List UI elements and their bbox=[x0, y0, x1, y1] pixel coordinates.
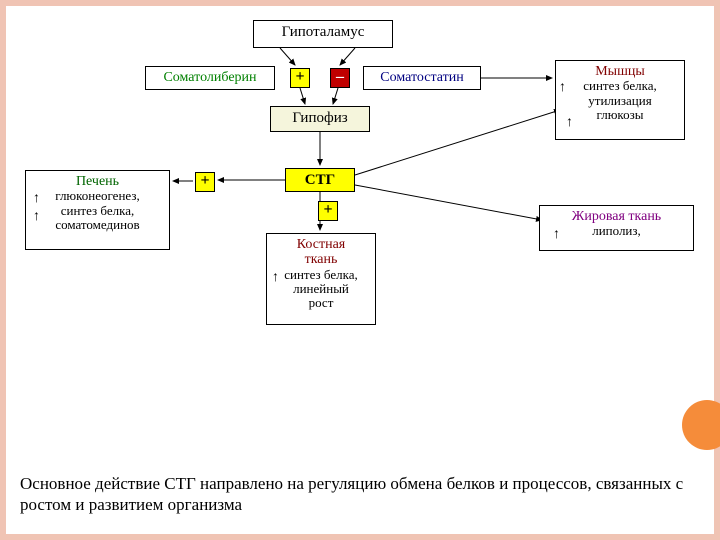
bone-line2: линейный bbox=[272, 282, 370, 296]
fat-title: Жировая ткань bbox=[545, 209, 688, 224]
liver-line3: соматомединов bbox=[31, 218, 164, 232]
stg-label: СТГ bbox=[305, 172, 335, 188]
muscles-line3: глюкозы bbox=[561, 108, 679, 122]
caption-pre: Основное действие bbox=[20, 474, 164, 493]
bone-title2: ткань bbox=[305, 252, 338, 267]
caption-text: Основное действие СТГ направлено на регу… bbox=[20, 473, 700, 516]
pituitary-label: Гипофиз bbox=[292, 110, 347, 126]
liver-title: Печень bbox=[31, 174, 164, 189]
minus-somatostatin: – bbox=[330, 68, 350, 88]
liver-line1: глюконеогенез, bbox=[31, 189, 164, 203]
somatoliberin-label: Соматолиберин bbox=[163, 70, 256, 85]
bone-box: Костная ткань синтез белка, линейный рос… bbox=[266, 233, 376, 325]
muscles-line1: синтез белка, bbox=[561, 79, 679, 93]
muscles-box: Мышцы синтез белка, утилизация глюкозы bbox=[555, 60, 685, 140]
caption-stg: СТГ bbox=[164, 474, 196, 493]
bone-line3: рост bbox=[272, 296, 370, 310]
liver-line2: синтез белка, bbox=[31, 204, 164, 218]
plus-somatoliberin: + bbox=[290, 68, 310, 88]
liver-box: Печень глюконеогенез, синтез белка, сома… bbox=[25, 170, 170, 250]
hypothalamus-box: Гипоталамус bbox=[253, 20, 393, 48]
muscles-title: Мышцы bbox=[561, 64, 679, 79]
hypothalamus-label: Гипоталамус bbox=[282, 24, 365, 40]
fat-line1: липолиз, bbox=[545, 224, 688, 238]
bone-line1: синтез белка, bbox=[272, 268, 370, 282]
stg-box: СТГ bbox=[285, 168, 355, 192]
muscles-line2: утилизация bbox=[561, 94, 679, 108]
pituitary-box: Гипофиз bbox=[270, 106, 370, 132]
plus-bone: + bbox=[318, 201, 338, 221]
fat-box: Жировая ткань липолиз, bbox=[539, 205, 694, 251]
somatostatin-label: Соматостатин bbox=[380, 70, 463, 85]
somatoliberin-box: Соматолиберин bbox=[145, 66, 275, 90]
bone-title: Костная bbox=[297, 237, 345, 252]
plus-liver: + bbox=[195, 172, 215, 192]
somatostatin-box: Соматостатин bbox=[363, 66, 481, 90]
